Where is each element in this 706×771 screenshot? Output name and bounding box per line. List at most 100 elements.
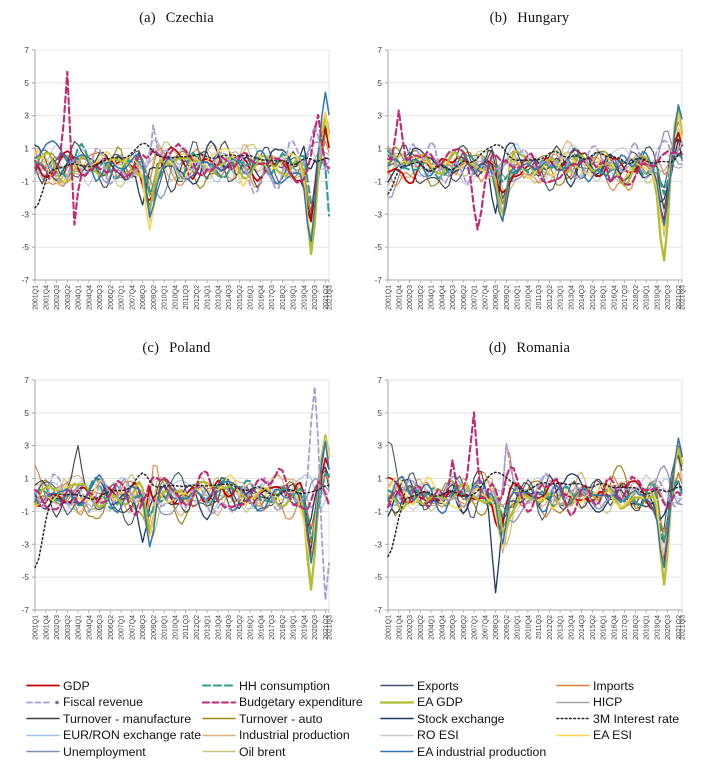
x-tick-label: 2016Q1: [600, 615, 607, 640]
series-line-ea_esi: [33, 111, 330, 237]
y-tick-label: 1: [377, 144, 382, 154]
y-tick-label: -1: [21, 506, 29, 516]
x-tick-label: 2013Q1: [204, 285, 211, 310]
series-line-budgetary_expenditure: [386, 411, 683, 517]
x-tick-label: 2004Q1: [428, 615, 435, 640]
legend: GDP HH consumption Exports Imports Fiscal re…: [0, 678, 706, 760]
chart-title-prefix: (d): [488, 340, 507, 356]
x-tick-label: 2010Q1: [514, 285, 521, 310]
series-line-imports: [33, 140, 330, 215]
x-tick-label: 2001Q4: [396, 615, 403, 640]
x-tick-label: 2010Q4: [172, 615, 179, 640]
y-tick-label: -3: [374, 539, 382, 549]
series-line-turnover_manufacture: [386, 138, 683, 221]
x-tick-label: 2010Q4: [172, 285, 179, 310]
legend-item-eur_ron: EUR/RON exchange rate: [26, 728, 202, 744]
chart-panel-czechia: (a) Czechia 7 5 3 1 -1 -3 -5 -7 2001Q1 2001Q4 2002Q…: [0, 4, 353, 334]
x-tick-label: 2013Q1: [557, 615, 564, 640]
x-tick-label: 2004Q4: [86, 285, 93, 310]
x-tick-label: 2004Q4: [439, 615, 446, 640]
series-line-oil_brent: [386, 127, 683, 238]
x-tick-label: 2007Q1: [118, 285, 125, 310]
y-tick-label: 5: [377, 408, 382, 418]
x-tick-label: 2013Q4: [568, 285, 575, 310]
x-tick-label: 2002Q3: [407, 285, 414, 310]
series-lines: [33, 385, 330, 601]
x-tick-label: 2012Q2: [193, 285, 200, 310]
legend-swatch-ro_esi: [380, 734, 414, 737]
x-tick-label: 2015Q2: [589, 285, 596, 310]
x-tick-label: 2007Q4: [129, 285, 136, 310]
y-tick-label: 3: [24, 441, 29, 451]
y-tick-label: -5: [374, 242, 382, 252]
series-line-stock_exchange: [33, 140, 330, 206]
y-tick-label: 3: [377, 441, 382, 451]
charts-grid: (a) Czechia 7 5 3 1 -1 -3 -5 -7 2001Q1 2001Q4 2002Q…: [0, 4, 706, 664]
y-tick-label: 3: [377, 111, 382, 121]
x-tick-label: 2019Q4: [301, 285, 308, 310]
x-tick-label: 2016Q4: [258, 615, 265, 640]
x-tick-label: 2011Q3: [183, 285, 190, 309]
y-tick-label: -5: [21, 242, 29, 252]
x-tick-label: 2008Q3: [493, 615, 500, 640]
x-tick-label: 2005Q3: [450, 615, 457, 640]
x-tick-label: 2008Q3: [140, 285, 147, 310]
x-tick-label: 2010Q1: [161, 285, 168, 310]
series-line-interest_rate_3m: [33, 142, 330, 209]
x-tick-label: 2003Q2: [417, 285, 424, 310]
x-tick-label: 2010Q1: [161, 615, 168, 640]
x-tick-label: 2021Q2: [322, 615, 329, 640]
chart-title-region: Poland: [169, 340, 211, 356]
chart-panel-romania: (d) Romania 7 5 3 1 -1 -3 -5 -7 2001Q1 2001Q4 2002Q…: [353, 334, 706, 664]
legend-item-interest_rate_3m: 3M Interest rate: [556, 711, 704, 727]
y-tick-label: -1: [374, 506, 382, 516]
x-tick-label: 2002Q3: [54, 615, 61, 640]
x-tick-label: 2004Q4: [86, 615, 93, 640]
legend-label-gdp: GDP: [63, 678, 90, 693]
x-tick-label: 2001Q4: [43, 285, 50, 310]
x-tick-label: 2004Q1: [75, 615, 82, 640]
x-tick-label: 2009Q2: [503, 615, 510, 640]
x-tick-label: 2014Q3: [226, 285, 233, 310]
legend-item-ro_esi: RO ESI: [380, 728, 556, 744]
series-line-budgetary_expenditure: [33, 70, 330, 226]
legend-label-hicp: HICP: [593, 695, 623, 710]
legend-swatch-gdp: [26, 684, 60, 687]
y-tick-label: -1: [374, 176, 382, 186]
x-tick-label: 2001Q1: [32, 615, 39, 640]
legend-label-turnover_auto: Turnover - auto: [239, 711, 323, 726]
x-tick-label: 2017Q3: [622, 285, 629, 310]
legend-swatch-stock_exchange: [380, 717, 414, 720]
chart-title-region: Hungary: [517, 10, 570, 26]
y-tick-label: 3: [24, 111, 29, 121]
x-tick-label: 2001Q1: [32, 285, 39, 310]
series-line-budgetary_expenditure: [33, 467, 330, 517]
x-tick-label: 2002Q3: [407, 615, 414, 640]
series-line-gdp: [386, 131, 683, 222]
x-tick-label: 2018Q2: [279, 615, 286, 640]
series-line-fiscal_revenue: [386, 443, 683, 510]
x-tick-label: 2004Q1: [428, 285, 435, 310]
series-line-imports: [386, 445, 683, 533]
x-tick-label: 2021Q3: [326, 615, 333, 640]
x-tick-label: 2006Q2: [107, 615, 114, 640]
legend-swatch-interest_rate_3m: [556, 717, 590, 720]
x-tick-label: 2017Q3: [622, 615, 629, 640]
y-tick-label: -5: [21, 572, 29, 582]
series-line-ro_esi: [386, 447, 683, 554]
y-tick-label: 1: [24, 144, 29, 154]
y-tick-label: 5: [24, 408, 29, 418]
x-tick-label: 2001Q4: [396, 285, 403, 310]
legend-swatch-ea_esi: [556, 734, 590, 737]
x-tick-label: 2003Q2: [417, 615, 424, 640]
y-tick-label: 5: [24, 78, 29, 88]
series-line-fiscal_revenue: [386, 139, 683, 186]
legend-swatch-imports: [556, 684, 590, 687]
series-line-ea_gdp: [386, 107, 683, 262]
legend-item-industrial_production: Industrial production: [202, 728, 380, 744]
y-tick-label: -3: [21, 539, 29, 549]
series-lines: [386, 104, 683, 262]
